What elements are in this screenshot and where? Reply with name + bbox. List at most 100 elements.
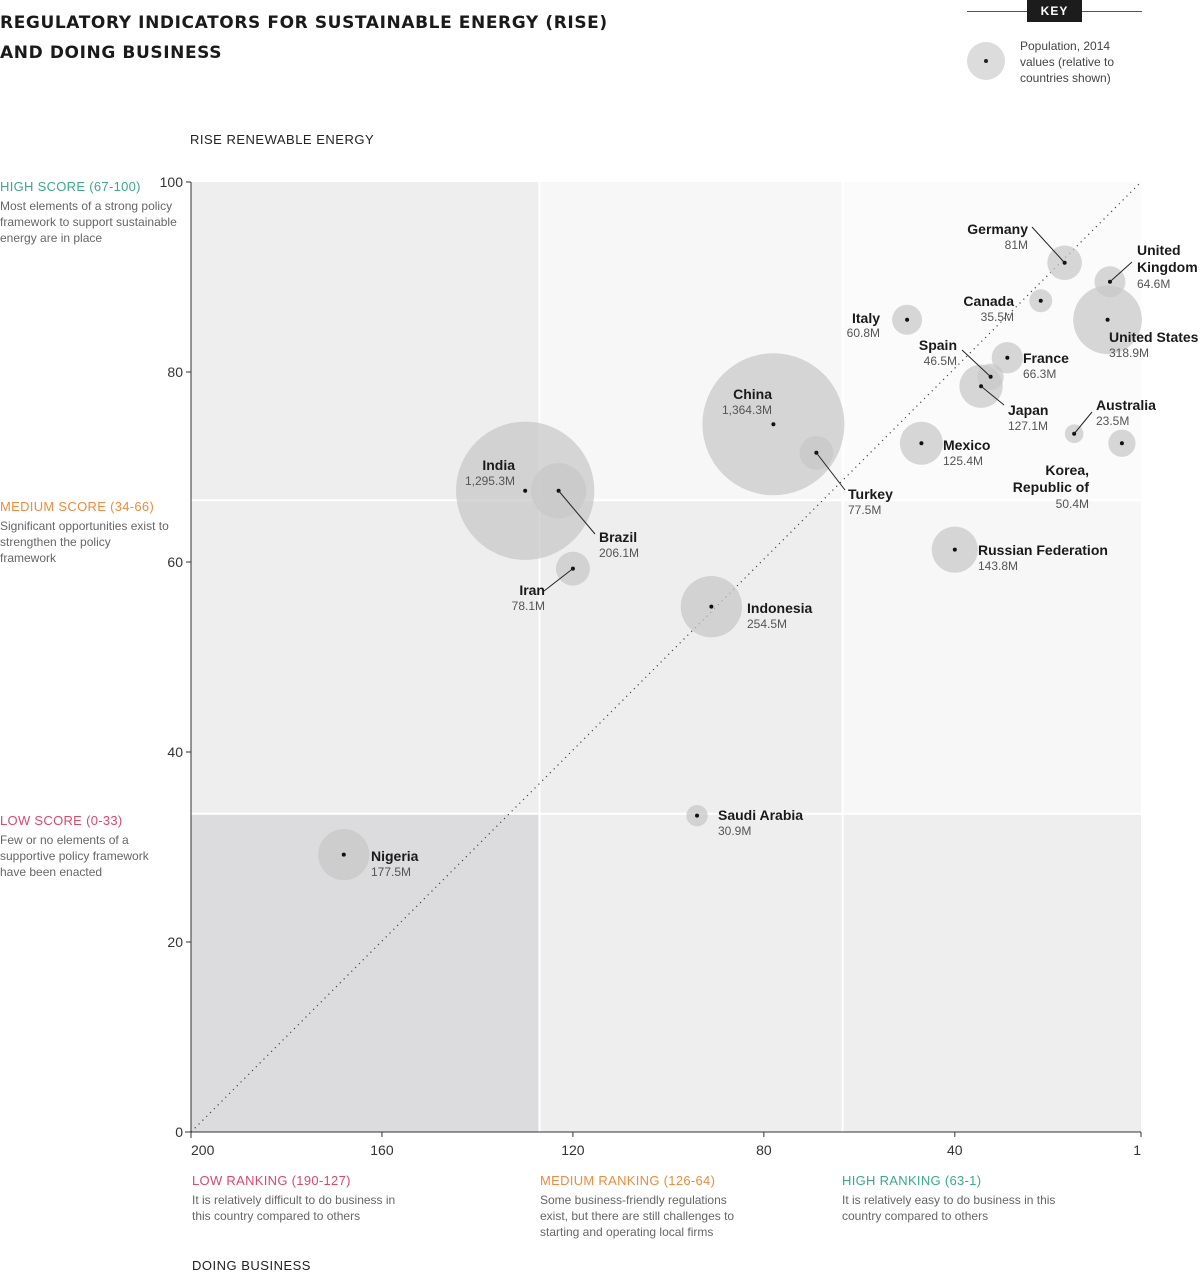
label-spain: Spain [919,337,957,353]
x-band-high: HIGH RANKING (63-1) It is relatively eas… [842,1173,1057,1224]
y-tick-label: 40 [167,744,183,760]
x-axis-label: DOING BUSINESS [192,1258,311,1273]
pop-label-germany: 81M [1005,238,1028,252]
pop-label-spain: 46.5M [924,354,957,368]
pop-label-australia: 23.5M [1096,414,1129,428]
point-korea-republic-of [1119,441,1124,446]
leader-japan [980,385,1005,406]
y-axis-label: RISE RENEWABLE ENERGY [190,132,375,147]
pop-label-italy: 60.8M [847,326,880,340]
x-tick-label: 80 [756,1142,772,1158]
leader-spain [961,349,991,378]
point-saudi-arabia [695,813,700,818]
leader-germany [1031,226,1065,264]
label-china: China [733,386,772,402]
label-brazil: Brazil [599,529,637,545]
pop-label-united-kingdom: 64.6M [1137,277,1170,291]
label-turkey: Turkey [848,486,893,502]
label-korea-republic-of-line2: Republic of [1013,479,1090,495]
x-band-high-title: HIGH RANKING (63-1) [842,1173,982,1188]
point-canada [1038,298,1043,303]
x-tick-label: 40 [947,1142,963,1158]
key-label: KEY [1027,0,1082,22]
y-band-low-desc: Few or no elements of a supportive polic… [0,833,149,879]
point-france [1005,355,1010,360]
label-korea-republic-of-line1: Korea, [1045,462,1089,478]
leader-brazil [558,490,596,535]
quadrant-1-1 [539,500,843,814]
pop-label-indonesia: 254.5M [747,617,787,631]
label-saudi-arabia: Saudi Arabia [718,807,803,823]
pop-label-saudi-arabia: 30.9M [718,824,751,838]
y-tick-label: 0 [175,1124,183,1140]
pop-label-brazil: 206.1M [599,546,639,560]
label-united-states: United States [1109,329,1199,345]
leader-united-kingdom [1109,261,1133,283]
quadrant-1-2 [842,500,1141,814]
point-russian-federation [952,547,957,552]
leader-turkey [815,452,846,491]
label-canada: Canada [963,293,1014,309]
key-description: Population, 2014 values (relative to cou… [1020,39,1115,85]
point-indonesia [709,604,714,609]
y-tick-label: 80 [167,364,183,380]
x-band-low-desc: It is relatively difficult to do busines… [192,1193,396,1223]
label-nigeria: Nigeria [371,848,419,864]
x-tick-label: 1 [1133,1142,1141,1158]
pop-label-nigeria: 177.5M [371,865,411,879]
y-tick-label: 100 [160,174,184,190]
label-japan: Japan [1008,402,1048,418]
point-italy [905,317,910,322]
pop-label-france: 66.3M [1023,367,1056,381]
x-band-high-desc: It is relatively easy to do business in … [842,1193,1056,1223]
label-italy: Italy [852,310,880,326]
x-band-low: LOW RANKING (190-127) It is relatively d… [192,1173,407,1224]
pop-label-canada: 35.5M [981,310,1014,324]
pop-label-iran: 78.1M [512,599,545,613]
y-band-low-title: LOW SCORE (0-33) [0,813,123,828]
x-band-medium-desc: Some business-friendly regulations exist… [540,1193,735,1239]
y-band-medium-title: MEDIUM SCORE (34-66) [0,499,155,514]
label-germany: Germany [967,221,1028,237]
point-india [523,488,528,493]
quadrant-1-0 [191,500,540,814]
label-united-kingdom-line2: Kingdom [1137,259,1198,275]
point-nigeria [341,852,346,857]
y-tick-label: 60 [167,554,183,570]
chart-title: REGULATORY INDICATORS FOR SUSTAINABLE EN… [0,8,608,68]
pop-label-russian-federation: 143.8M [978,559,1018,573]
leader-iran [543,568,574,592]
y-band-low: LOW SCORE (0-33) Few or no elements of a… [0,813,165,880]
quadrant-0-2 [842,813,1141,1132]
key-dot-icon [984,59,988,63]
pop-label-mexico: 125.4M [943,454,983,468]
x-tick-label: 120 [561,1142,585,1158]
y-band-high-title: HIGH SCORE (67-100) [0,179,141,194]
label-russian-federation: Russian Federation [978,542,1108,558]
label-iran: Iran [519,582,545,598]
pop-label-china: 1,364.3M [722,403,772,417]
leader-australia [1073,411,1093,435]
point-mexico [919,441,924,446]
label-mexico: Mexico [943,437,990,453]
x-band-low-title: LOW RANKING (190-127) [192,1173,351,1188]
pop-label-turkey: 77.5M [848,503,881,517]
x-tick-label: 160 [370,1142,394,1158]
quadrant-0-1 [539,813,843,1132]
pop-label-india: 1,295.3M [465,474,515,488]
y-band-high-desc: Most elements of a strong policy framewo… [0,199,177,245]
x-band-medium-title: MEDIUM RANKING (126-64) [540,1173,716,1188]
label-indonesia: Indonesia [747,600,813,616]
pop-label-japan: 127.1M [1008,419,1048,433]
x-tick-label: 200 [191,1142,215,1158]
label-united-kingdom-line1: United [1137,242,1181,258]
y-tick-label: 20 [167,934,183,950]
chart-title-line-2: AND DOING BUSINESS [0,43,223,63]
label-india: India [482,457,515,473]
y-band-medium: MEDIUM SCORE (34-66) Significant opportu… [0,499,170,566]
point-china [771,422,776,427]
pop-label-united-states: 318.9M [1109,346,1149,360]
chart-title-line-1: REGULATORY INDICATORS FOR SUSTAINABLE EN… [0,13,608,33]
pop-label-korea-republic-of: 50.4M [1056,497,1089,511]
